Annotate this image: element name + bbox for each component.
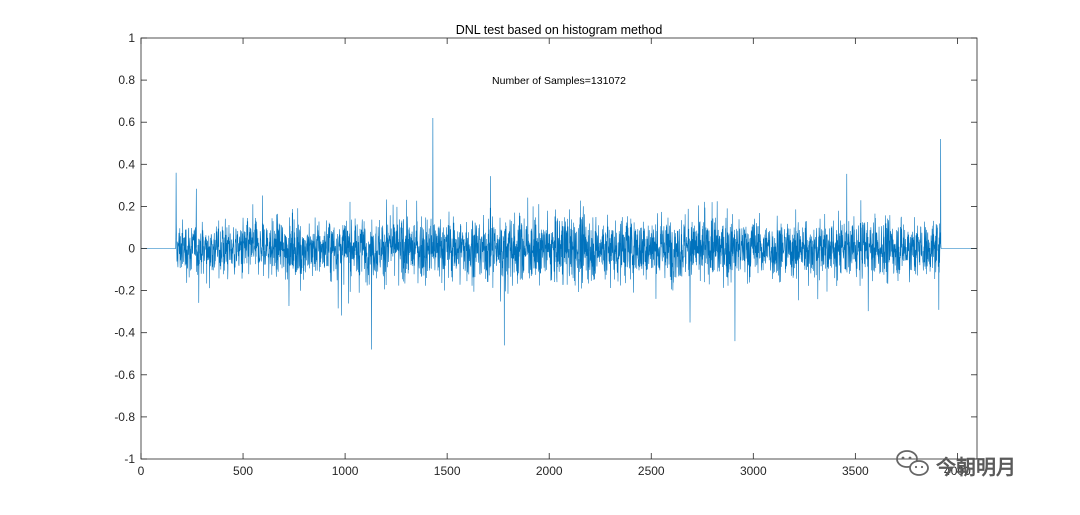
x-tick-label: 1500	[434, 464, 461, 478]
y-tick-label: 0.8	[118, 73, 135, 87]
dnl-line	[141, 117, 977, 350]
y-tick-label: -0.8	[114, 410, 135, 424]
y-tick-label: 0.6	[118, 115, 135, 129]
chart-title: DNL test based on histogram method	[456, 23, 663, 37]
y-tick-label: 1	[128, 31, 135, 45]
x-tick-label: 500	[233, 464, 253, 478]
y-tick-label: -0.2	[114, 284, 135, 298]
watermark-text: 今朝明月	[936, 455, 1016, 479]
x-tick-label: 3000	[740, 464, 767, 478]
x-tick-label: 0	[138, 464, 145, 478]
y-tick-label: -0.4	[114, 326, 135, 340]
y-tick-label: -0.6	[114, 368, 135, 382]
samples-annotation: Number of Samples=131072	[492, 75, 626, 87]
x-axis-ticks: 0 500 1000 1500 2000 2500 3000 3500 4000	[138, 38, 971, 478]
x-tick-label: 3500	[842, 464, 869, 478]
x-tick-label: 4000	[944, 464, 971, 478]
y-tick-label: 0.2	[118, 199, 135, 213]
x-tick-label: 1000	[332, 464, 359, 478]
y-tick-label: -1	[124, 452, 135, 466]
x-tick-label: 2500	[638, 464, 665, 478]
x-tick-label: 2000	[536, 464, 563, 478]
wechat-icon	[896, 450, 929, 476]
y-tick-label: 0	[128, 242, 135, 256]
dnl-series	[141, 117, 977, 350]
y-tick-label: 0.4	[118, 157, 135, 171]
watermark: 今朝明月	[896, 450, 1016, 479]
y-axis-ticks: 1 0.8 0.6 0.4 0.2 0 -0.2 -0.4 -0.6 -0.8 -1	[114, 31, 977, 466]
